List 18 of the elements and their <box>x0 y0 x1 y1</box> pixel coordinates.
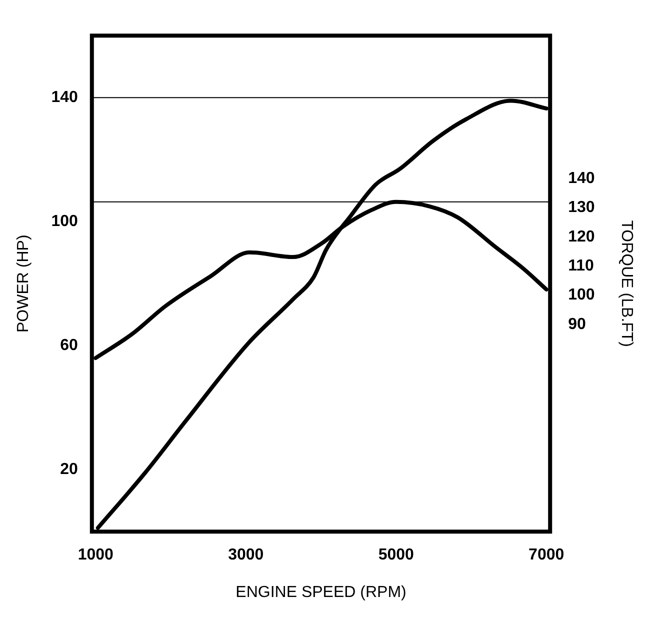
y-tick-label: 100 <box>51 213 78 230</box>
y2-tick-label: 130 <box>568 199 595 216</box>
y-tick-label: 60 <box>60 337 78 354</box>
y2-tick-label: 140 <box>568 170 595 187</box>
y-tick-label: 140 <box>51 89 78 106</box>
x-tick-label: 3000 <box>228 546 264 564</box>
x-tick-label: 5000 <box>378 546 414 564</box>
y2-tick-label: 90 <box>568 316 586 333</box>
y2-axis-title: TORQUE (LB.FT) <box>618 220 635 348</box>
x-tick-label: 7000 <box>528 546 564 564</box>
y2-tick-label: 100 <box>568 286 595 304</box>
x-axis-title: ENGINE SPEED (RPM) <box>236 584 406 601</box>
y-tick-label: 20 <box>60 461 78 478</box>
line-series <box>96 98 548 530</box>
y2-tick-label: 110 <box>568 258 594 274</box>
y2-tick-label: 120 <box>568 228 595 246</box>
y-axis-title: POWER (HP) <box>15 234 32 332</box>
x-tick-label: 1000 <box>78 546 114 564</box>
